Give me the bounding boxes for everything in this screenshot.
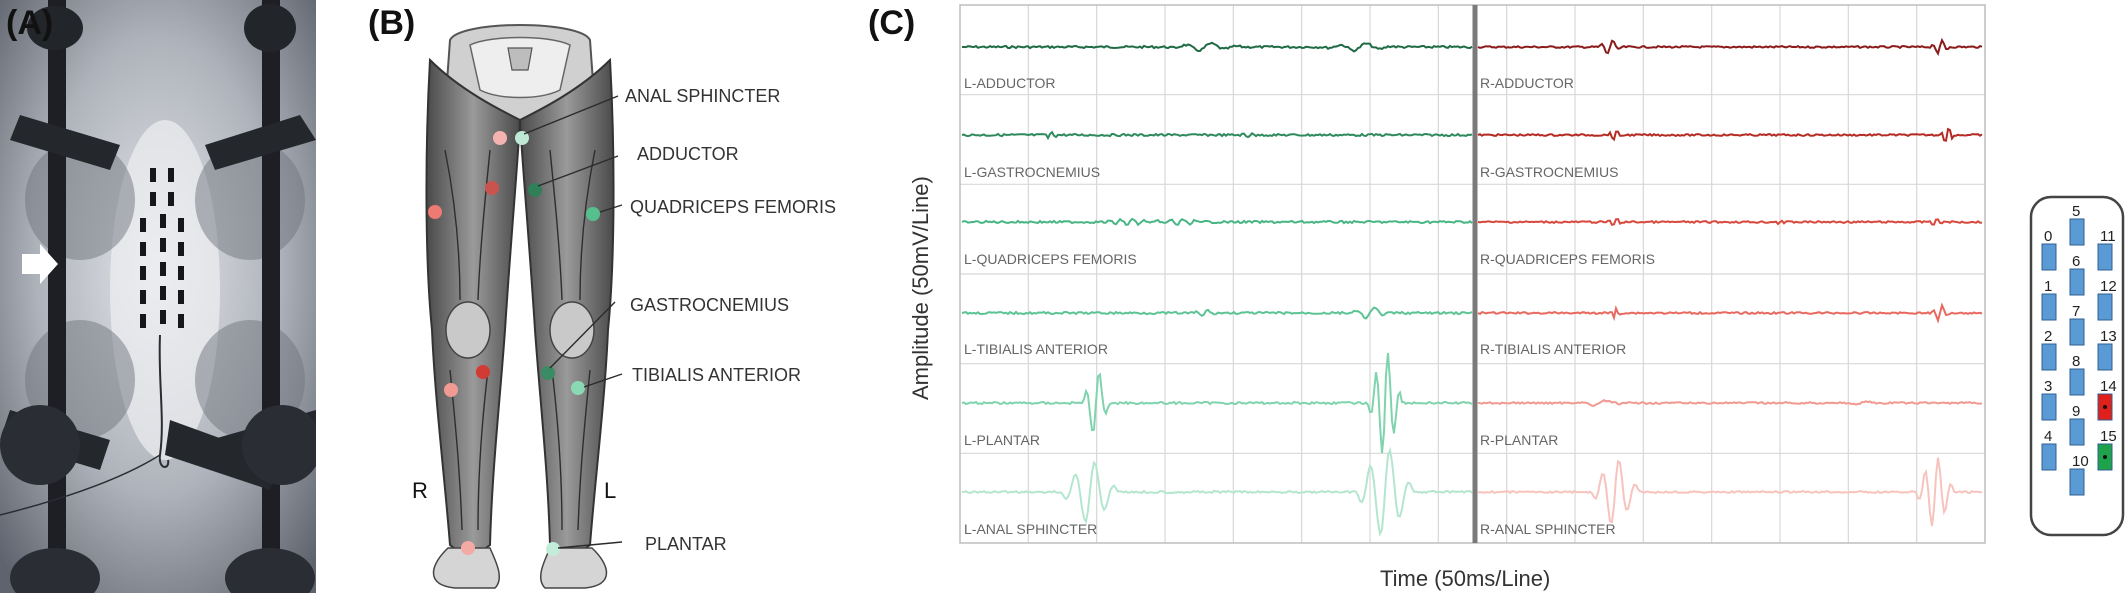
contact-number-0: 0: [2044, 228, 2052, 245]
trace-label-l-quadriceps-femoris: L-QUADRICEPS FEMORIS: [964, 251, 1137, 267]
trace-label-r-tibialis-anterior: R-TIBIALIS ANTERIOR: [1480, 341, 1626, 357]
contact-5: [2069, 218, 2085, 246]
l-plantar-dot: [546, 542, 560, 556]
contact-number-9: 9: [2072, 403, 2080, 420]
contact-number-8: 8: [2072, 353, 2080, 370]
label-anal-sphincter: ANAL SPHINCTER: [625, 86, 780, 106]
r-plantar-dot: [461, 541, 475, 555]
trace-left-6: [962, 446, 1473, 537]
side-label-right: R: [412, 478, 428, 503]
trace-right-6: [1477, 457, 1982, 527]
panel-label-c: (C): [868, 4, 916, 42]
x-axis-title: Time (50ms/Line): [1380, 566, 1550, 591]
side-label-left: L: [604, 478, 616, 503]
trace-right-2: [1477, 127, 1983, 142]
emg-trace-labels: L-ADDUCTOR L-GASTROCNEMIUS L-QUADRICEPS …: [964, 75, 1655, 537]
contact-number-2: 2: [2044, 328, 2052, 345]
trace-label-l-gastrocnemius: L-GASTROCNEMIUS: [964, 164, 1100, 180]
contact-4: [2041, 443, 2057, 471]
trace-label-r-gastrocnemius: R-GASTROCNEMIUS: [1480, 164, 1618, 180]
label-tibialis-anterior: TIBIALIS ANTERIOR: [632, 365, 801, 385]
r-quadriceps-dot: [428, 205, 442, 219]
label-plantar: PLANTAR: [645, 534, 727, 554]
contact-13: [2097, 343, 2113, 371]
contact-number-14: 14: [2100, 378, 2117, 395]
contact-10: [2069, 468, 2085, 496]
trace-label-r-anal-sphincter: R-ANAL SPHINCTER: [1480, 521, 1616, 537]
trace-right-4: [1477, 302, 1983, 324]
contact-number-5: 5: [2072, 203, 2080, 220]
contact-number-10: 10: [2072, 453, 2089, 470]
trace-label-l-tibialis-anterior: L-TIBIALIS ANTERIOR: [964, 341, 1108, 357]
contact-9: [2069, 418, 2085, 446]
trace-label-l-adductor: L-ADDUCTOR: [964, 75, 1056, 91]
emg-panel: (C) L-ADDUCTOR L-GASTROCNEMIUS L-QUADRIC…: [860, 0, 1995, 593]
contact-11: [2097, 243, 2113, 271]
panel-label-b: (B): [368, 4, 416, 42]
r-tibialis-dot: [444, 383, 458, 397]
l-quadriceps-dot: [586, 207, 600, 221]
contact-7: [2069, 318, 2085, 346]
r-gastrocnemius-dot: [476, 365, 490, 379]
trace-left-5: [961, 352, 1473, 454]
contact-marker-15: [2103, 455, 2107, 459]
label-gastrocnemius: GASTROCNEMIUS: [630, 295, 789, 315]
contact-number-7: 7: [2072, 303, 2080, 320]
trace-label-r-plantar: R-PLANTAR: [1480, 432, 1558, 448]
trace-left-1: [962, 41, 1473, 53]
contact-number-3: 3: [2044, 378, 2052, 395]
trace-left-4: [961, 306, 1473, 320]
contact-6: [2069, 268, 2085, 296]
r-anal-sphincter-dot: [493, 131, 507, 145]
contact-number-15: 15: [2100, 428, 2117, 445]
r-adductor-dot: [485, 181, 499, 195]
l-gastrocnemius-dot: [541, 366, 555, 380]
contact-3: [2041, 393, 2057, 421]
contact-number-13: 13: [2100, 328, 2117, 345]
trace-label-r-adductor: R-ADDUCTOR: [1480, 75, 1574, 91]
l-anal-sphincter-dot: [515, 131, 529, 145]
contact-number-4: 4: [2044, 428, 2052, 445]
emg-traces: [961, 37, 1983, 537]
trace-left-2: [961, 130, 1473, 141]
electrode-diagram: 0 1 2 3 4 5 6 7 8 9 10 11 12 13 14 15: [2028, 194, 2128, 539]
contact-number-1: 1: [2044, 278, 2052, 295]
emg-chart: L-ADDUCTOR L-GASTROCNEMIUS L-QUADRICEPS …: [908, 4, 1986, 591]
legs-diagram: ANAL SPHINCTER ADDUCTOR QUADRICEPS FEMOR…: [412, 24, 836, 589]
contact-0: [2041, 243, 2057, 271]
arrow-icon: [22, 244, 58, 284]
trace-label-l-plantar: L-PLANTAR: [964, 432, 1040, 448]
contact-number-11: 11: [2100, 228, 2116, 245]
contact-12: [2097, 293, 2113, 321]
trace-label-r-quadriceps-femoris: R-QUADRICEPS FEMORIS: [1480, 251, 1655, 267]
contact-1: [2041, 293, 2057, 321]
label-adductor: ADDUCTOR: [637, 144, 739, 164]
trace-right-5: [1477, 399, 1983, 407]
anatomy-panel: (B): [360, 0, 880, 593]
trace-label-l-anal-sphincter: L-ANAL SPHINCTER: [964, 521, 1097, 537]
trace-left-3: [961, 217, 1473, 227]
trace-right-3: [1477, 218, 1983, 226]
contact-8: [2069, 368, 2085, 396]
trace-right-1: [1477, 37, 1983, 57]
contact-number-12: 12: [2100, 278, 2117, 295]
panel-label-a: (A): [6, 4, 54, 42]
label-quadriceps-femoris: QUADRICEPS FEMORIS: [630, 197, 836, 217]
l-tibialis-dot: [571, 381, 585, 395]
y-axis-title: Amplitude (50mV/Line): [908, 176, 933, 400]
xray-panel: (A): [0, 0, 316, 593]
contact-2: [2041, 343, 2057, 371]
xray-image: [0, 0, 316, 593]
contact-marker-14: [2103, 405, 2107, 409]
contact-number-6: 6: [2072, 253, 2080, 270]
